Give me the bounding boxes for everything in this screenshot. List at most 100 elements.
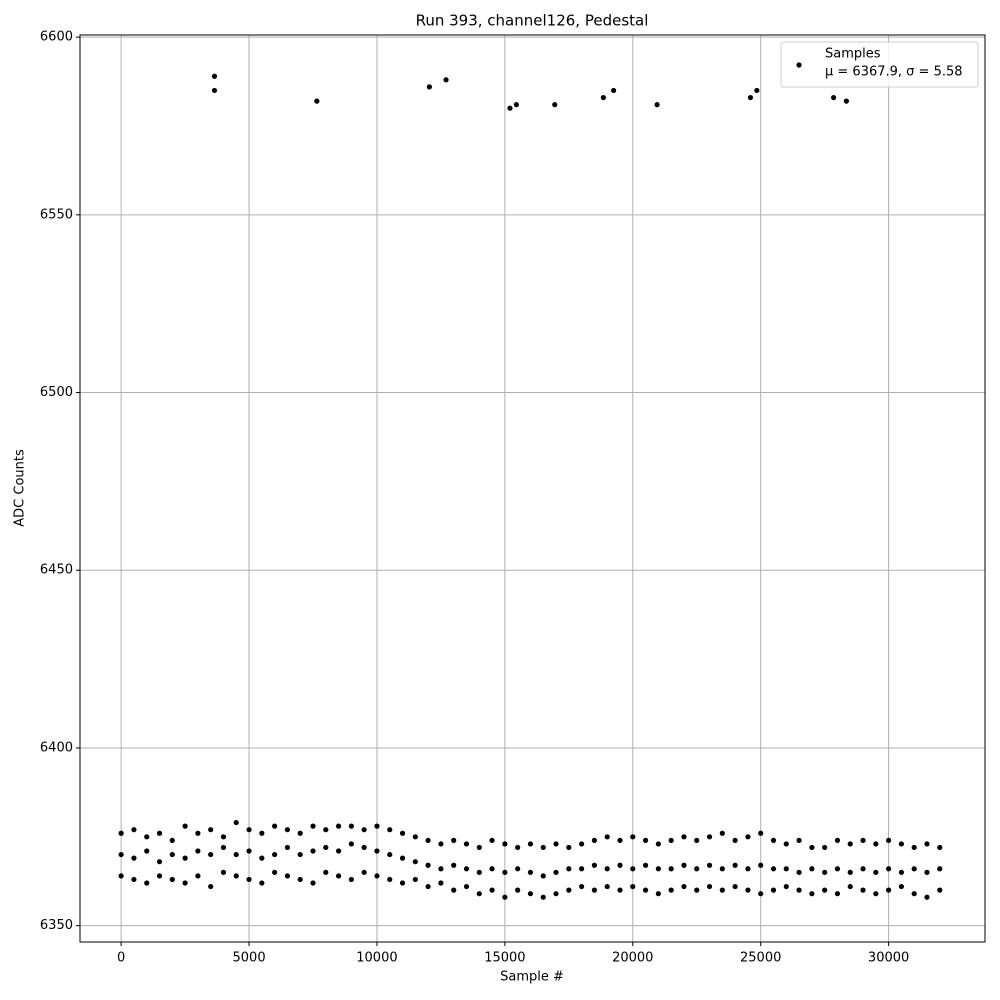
scatter-point: [630, 883, 636, 890]
legend-marker: [796, 62, 802, 68]
scatter-point: [451, 837, 457, 843]
scatter-point: [399, 830, 406, 836]
scatter-point: [297, 851, 303, 858]
y-tick-label: 6450: [40, 563, 73, 578]
scatter-point: [515, 844, 521, 851]
scatter-point: [463, 866, 470, 872]
scatter-point: [169, 837, 175, 843]
scatter-point: [911, 891, 917, 897]
scatter-point: [195, 873, 201, 879]
scatter-point: [361, 869, 367, 875]
scatter-point: [156, 859, 163, 865]
scatter-point: [527, 869, 534, 875]
scatter-point: [604, 834, 610, 840]
scatter-point: [463, 883, 470, 890]
scatter-point: [335, 848, 342, 854]
scatter-point: [719, 830, 725, 836]
scatter-point: [156, 873, 163, 879]
scatter-point: [642, 837, 649, 843]
scatter-point: [630, 866, 636, 872]
scatter-point: [476, 844, 482, 851]
scatter-point: [489, 866, 495, 872]
scatter-point: [195, 848, 201, 854]
scatter-point: [694, 866, 700, 872]
scatter-point: [348, 876, 354, 883]
scatter-point: [758, 830, 764, 836]
scatter-point: [834, 866, 841, 872]
scatter-point: [719, 887, 725, 893]
scatter-point: [831, 94, 837, 101]
scatter-point: [822, 869, 828, 875]
scatter-point: [754, 87, 760, 94]
x-tick-label: 10000: [356, 951, 397, 966]
scatter-point: [937, 887, 943, 893]
scatter-point: [566, 887, 572, 893]
scatter-point: [668, 837, 674, 843]
scatter-point: [694, 887, 700, 893]
scatter-point: [348, 841, 354, 847]
scatter-point: [323, 869, 329, 875]
scatter-point: [860, 866, 866, 872]
scatter-point: [937, 866, 943, 872]
scatter-point: [211, 73, 218, 79]
scatter-point: [502, 869, 508, 875]
scatter-point: [131, 827, 137, 833]
scatter-point: [195, 830, 201, 836]
scatter-point: [886, 866, 892, 872]
scatter-point: [758, 891, 764, 897]
scatter-point: [426, 84, 433, 90]
scatter-point: [783, 841, 789, 847]
scatter-point: [591, 862, 598, 868]
scatter-point: [783, 883, 789, 890]
x-tick-label: 30000: [868, 951, 909, 966]
scatter-point: [706, 862, 713, 868]
x-tick-label: 25000: [740, 951, 781, 966]
x-tick-label: 15000: [484, 951, 525, 966]
scatter-point: [540, 844, 546, 851]
scatter-point: [681, 862, 687, 868]
scatter-point: [796, 869, 802, 875]
scatter-point: [553, 891, 559, 897]
scatter-point: [211, 87, 218, 94]
scatter-point: [246, 848, 252, 854]
scatter-point: [438, 866, 444, 872]
scatter-point: [208, 827, 214, 833]
scatter-point: [451, 887, 457, 893]
legend-box: [780, 41, 979, 88]
scatter-point: [476, 891, 482, 897]
scatter-point: [314, 98, 320, 104]
scatter-point: [860, 887, 866, 893]
scatter-point: [284, 844, 291, 851]
scatter-point: [732, 862, 738, 868]
scatter-point: [310, 823, 316, 829]
scatter-point: [182, 880, 188, 886]
y-axis-label: ADC Counts: [13, 449, 28, 527]
scatter-point: [156, 830, 163, 836]
scatter-point: [745, 834, 751, 840]
scatter-point: [233, 819, 239, 826]
scatter-point: [617, 837, 623, 843]
scatter-point: [182, 855, 188, 861]
scatter-point: [706, 834, 713, 840]
scatter-point: [553, 869, 559, 875]
scatter-point: [489, 837, 495, 843]
scatter-point: [131, 876, 137, 883]
scatter-point: [412, 859, 418, 865]
scatter-point: [655, 841, 661, 847]
scatter-point: [272, 869, 278, 875]
scatter-point: [540, 873, 546, 879]
scatter-point: [374, 848, 380, 854]
scatter-point: [443, 77, 449, 83]
scatter-point: [834, 837, 841, 843]
scatter-point: [387, 851, 393, 858]
scatter-point: [425, 883, 431, 890]
y-tick-label: 6600: [40, 30, 73, 45]
scatter-point: [323, 827, 329, 833]
legend-label: Samples: [825, 47, 881, 62]
scatter-point: [220, 869, 227, 875]
scatter-point: [451, 862, 457, 868]
scatter-point: [118, 851, 124, 858]
scatter-point: [387, 827, 393, 833]
scatter-point: [348, 823, 354, 829]
